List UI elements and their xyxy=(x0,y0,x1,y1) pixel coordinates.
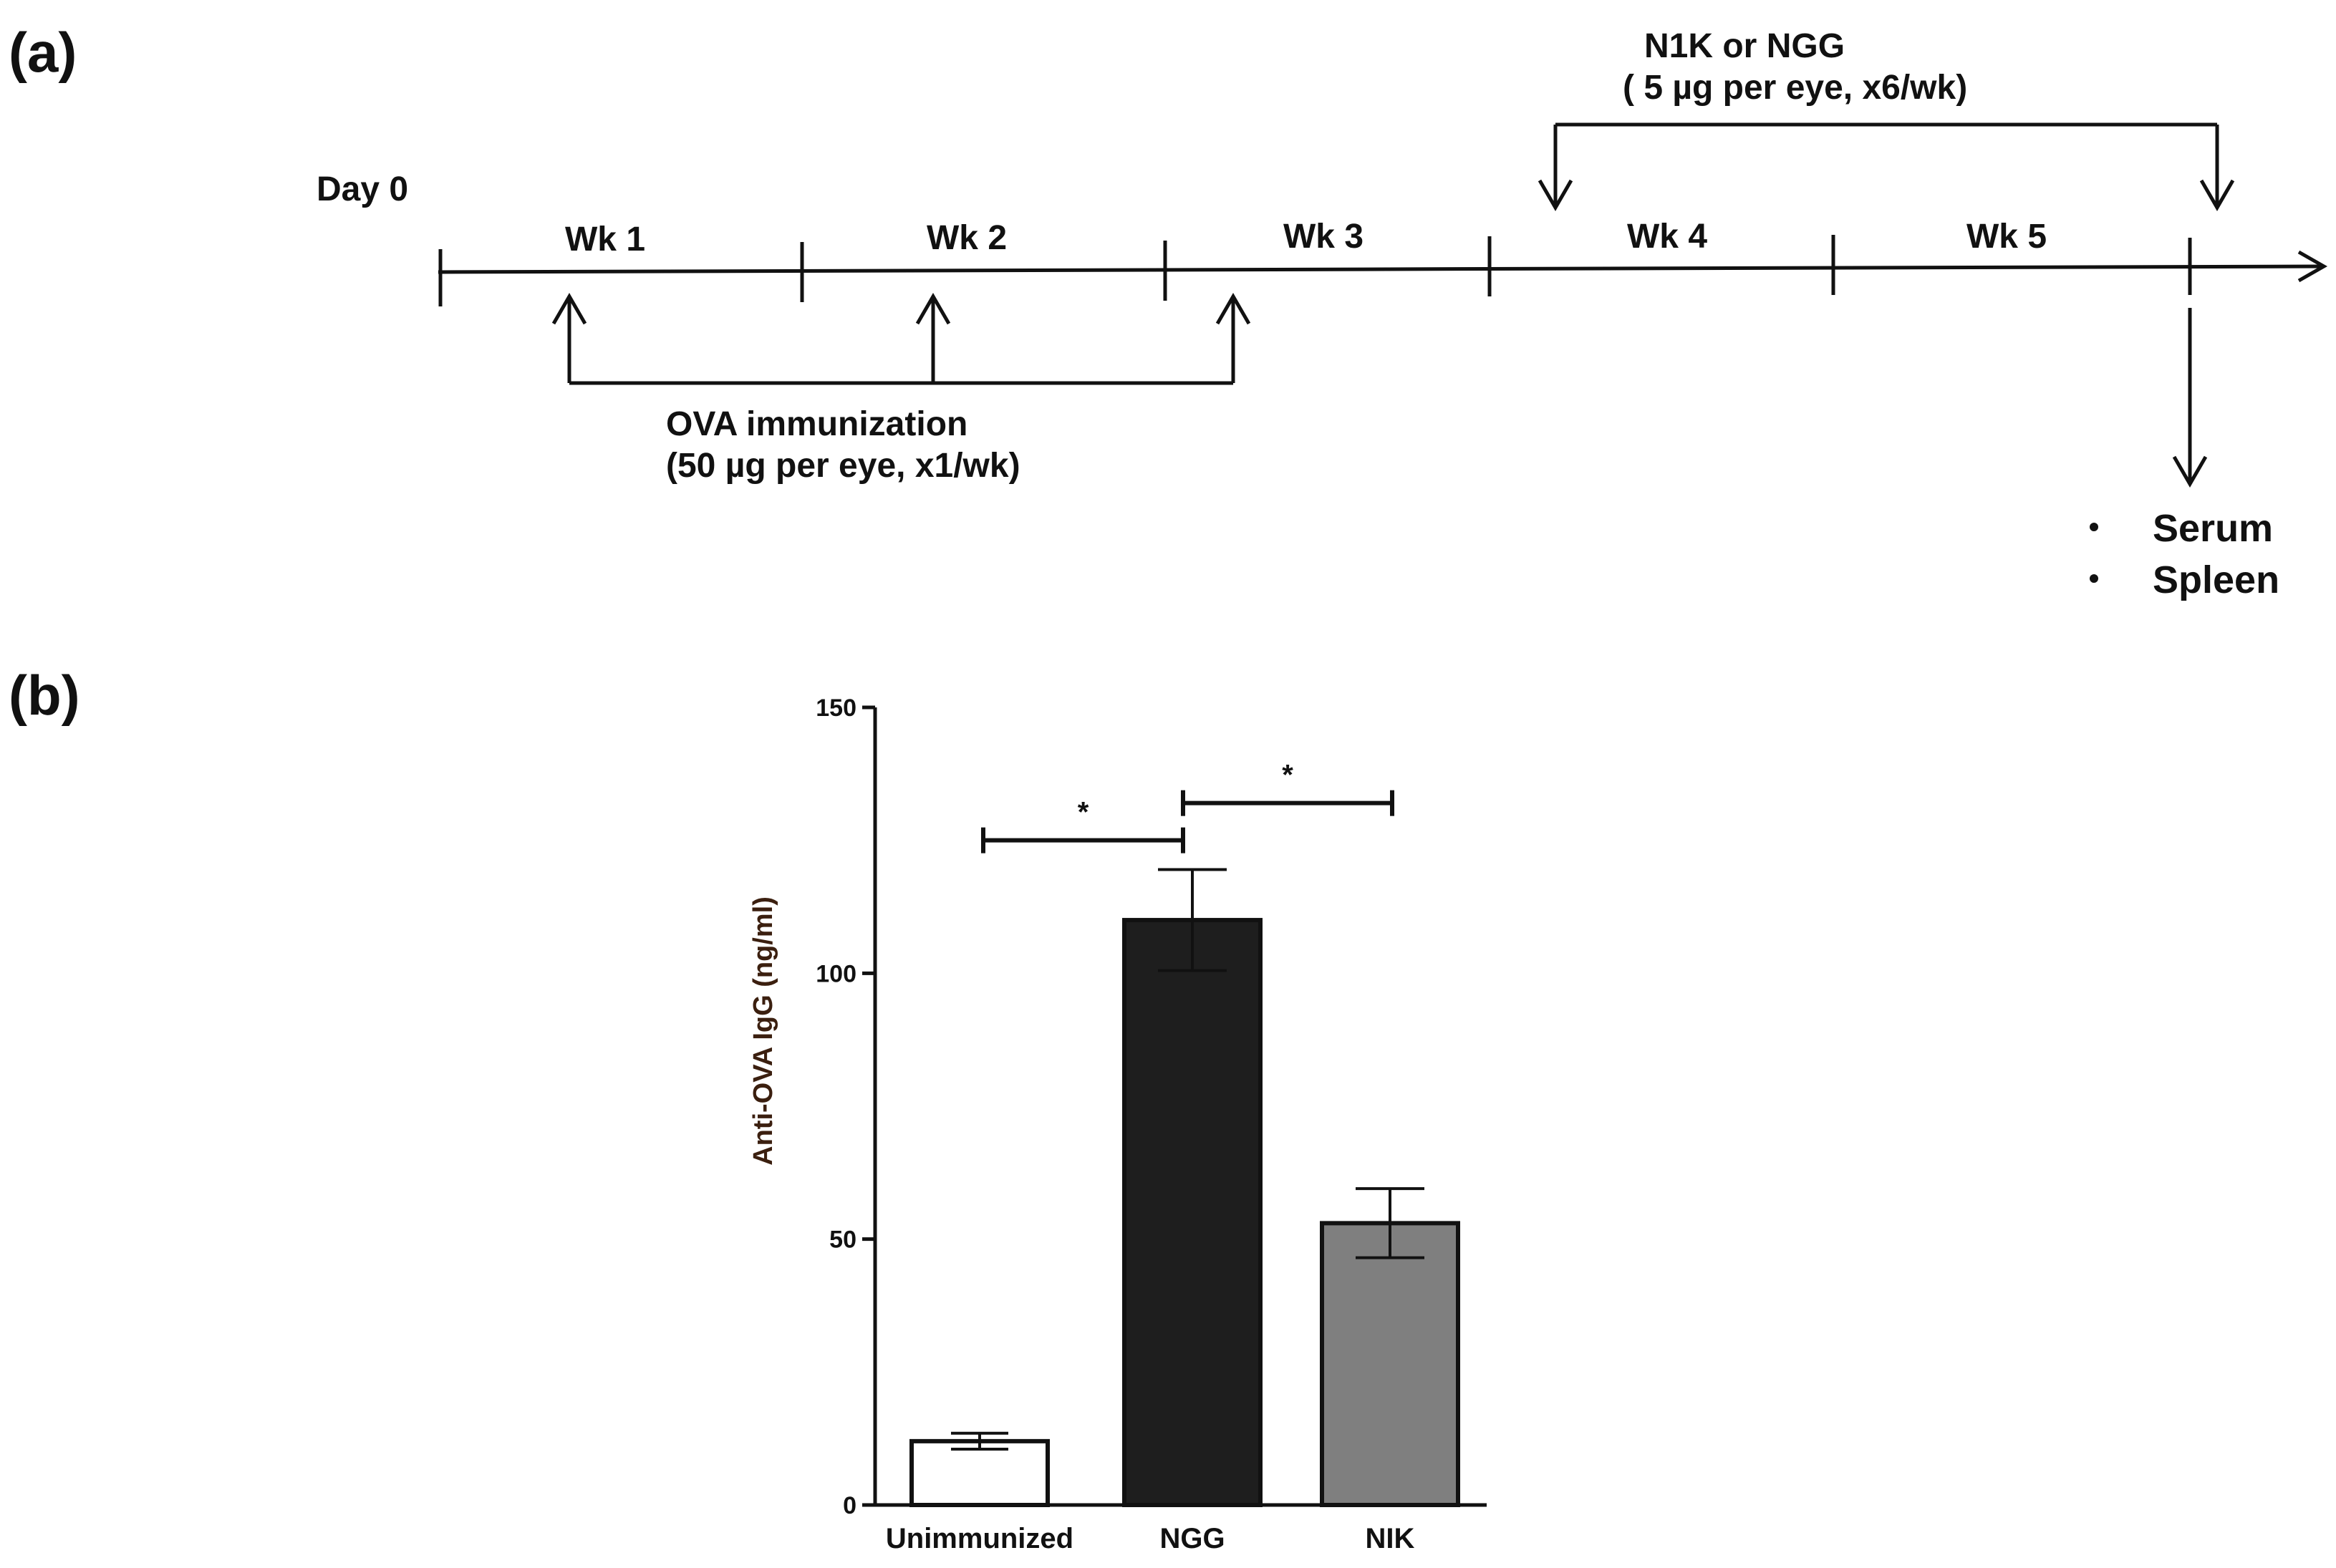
y-tick-label: 50 xyxy=(829,1226,856,1254)
immunization-arrow-2 xyxy=(915,293,951,325)
bar-unimmunized xyxy=(909,1438,1050,1508)
bar-nik xyxy=(1320,1221,1460,1508)
immunization-label-line2: (50 µg per eye, x1/wk) xyxy=(666,447,1020,485)
treatment-label-line1: N1K or NGG xyxy=(1644,27,1845,65)
category-label-ngg: NGG xyxy=(1159,1523,1225,1554)
bullet-spleen xyxy=(2090,574,2098,583)
panel-b-label: (b) xyxy=(9,664,80,727)
treatment-arrow-end xyxy=(2199,179,2235,211)
panel-a-timeline: (a) Day 0 Wk 1 Wk 2 Wk 3 Wk 4 Wk 5 N1K o xyxy=(9,21,2328,601)
y-tick-label: 150 xyxy=(816,695,856,722)
endpoint-arrow xyxy=(2172,308,2208,488)
significance-star: * xyxy=(1282,760,1293,791)
week-label-3: Wk 3 xyxy=(1283,218,1364,256)
chart-category-labels: Unimmunized NGG NIK xyxy=(886,1523,1415,1554)
output-spleen: Spleen xyxy=(2153,558,2279,601)
week-label-5: Wk 5 xyxy=(1966,218,2047,256)
output-serum: Serum xyxy=(2153,507,2273,550)
immunization-bracket xyxy=(551,293,1251,385)
y-tick-label: 100 xyxy=(816,960,856,987)
bar-ngg xyxy=(1122,918,1263,1507)
chart-error-bars xyxy=(951,868,1424,1451)
panel-a-label: (a) xyxy=(9,21,77,84)
significance-star: * xyxy=(1078,797,1089,828)
immunization-arrow-3 xyxy=(1215,293,1251,325)
timeline-arrowhead xyxy=(2297,250,2328,283)
treatment-bracket xyxy=(1538,122,2235,211)
week-label-4: Wk 4 xyxy=(1627,218,1707,256)
immunization-label-line1: OVA immunization xyxy=(666,405,967,443)
chart-bars xyxy=(909,918,1460,1508)
timeline-axis xyxy=(438,264,2325,274)
treatment-arrow-start xyxy=(1538,179,1573,211)
category-label-unimmunized: Unimmunized xyxy=(886,1523,1073,1554)
day0-label: Day 0 xyxy=(317,170,408,208)
week-label-1: Wk 1 xyxy=(565,221,645,258)
timeline-ticks xyxy=(438,235,2192,306)
treatment-label-line2: ( 5 µg per eye, x6/wk) xyxy=(1623,69,1967,107)
bullet-serum xyxy=(2090,523,2098,531)
week-label-2: Wk 2 xyxy=(927,219,1007,257)
chart-significance: ** xyxy=(981,760,1394,853)
y-axis-label: Anti-OVA IgG (ng/ml) xyxy=(748,896,778,1166)
y-tick-label: 0 xyxy=(843,1492,856,1519)
category-label-nik: NIK xyxy=(1366,1523,1415,1554)
immunization-arrow-1 xyxy=(551,293,587,325)
